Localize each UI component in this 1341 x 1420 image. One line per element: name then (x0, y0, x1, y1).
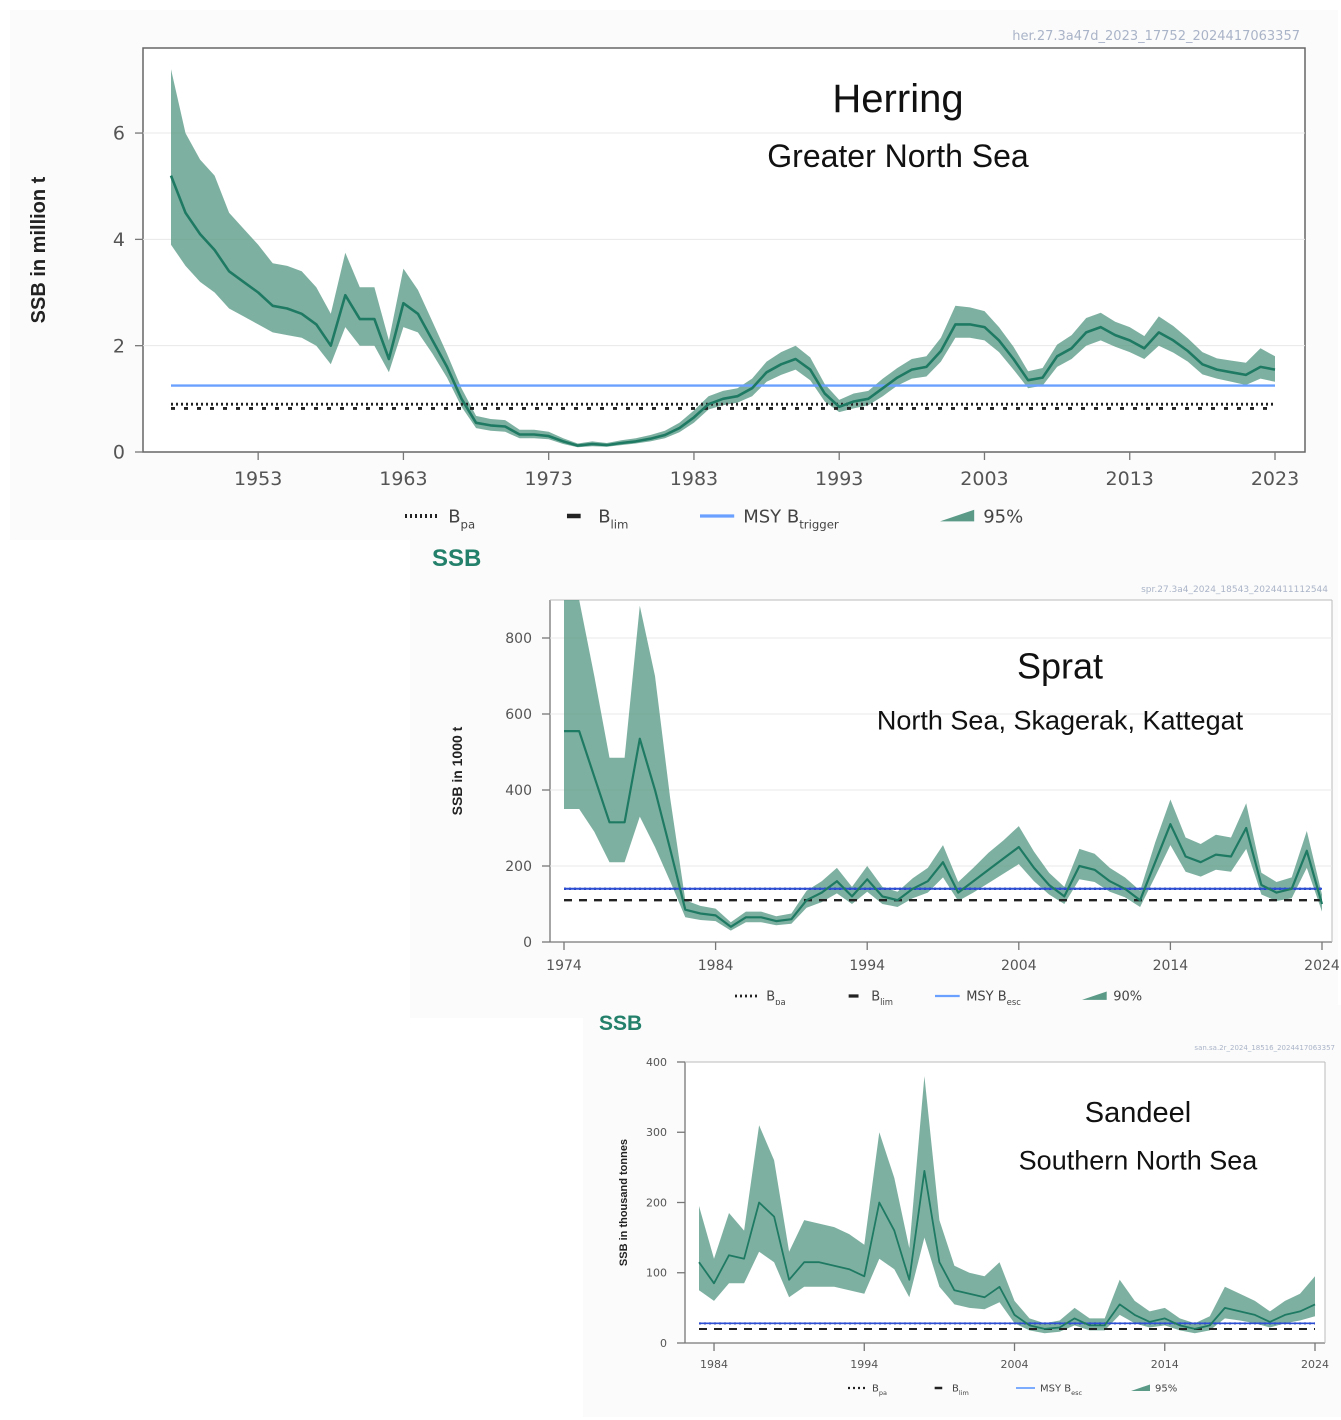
y-tick-label: 0 (113, 442, 125, 464)
chart-subtitle: Southern North Sea (1019, 1145, 1259, 1175)
legend-label: 90% (1113, 990, 1142, 1005)
x-tick-label: 1983 (670, 468, 718, 490)
y-tick-label: 400 (646, 1056, 667, 1069)
herring-chart: 0 2 4 6 1953 1963 1973 1983 1993 2003 2013 2023 SSB … (28, 29, 1306, 532)
sprat-chart: 0 200 400 600 800 1974 1984 1994 2004 2014 2024 SSB… (432, 545, 1340, 1008)
chart-id-stamp: spr.27.3a4_2024_18543_2024411112544 (1141, 585, 1328, 595)
chart-id-stamp: san.sa.2r_2024_18516_2024417063357 (1194, 1044, 1335, 1052)
y-tick-label: 4 (113, 229, 125, 251)
legend-label: Blim (952, 1384, 969, 1398)
legend-label: Blim (871, 990, 893, 1008)
chart-subtitle: Greater North Sea (767, 138, 1029, 174)
legend-label: MSY Besc (966, 990, 1021, 1008)
x-tick-label: 1993 (815, 468, 863, 490)
y-tick-label: 800 (505, 631, 532, 647)
chart-heading: SSB (599, 1012, 642, 1035)
legend-label: 95% (983, 506, 1023, 527)
chart-subtitle: North Sea, Skagerak, Kattegat (877, 705, 1244, 735)
chart-id-stamp: her.27.3a47d_2023_17752_2024417063357 (1012, 29, 1300, 44)
y-tick-label: 0 (660, 1337, 667, 1350)
x-tick-label: 1963 (379, 468, 427, 490)
y-axis-label: SSB in million t (28, 176, 50, 323)
ssb-series-line (698, 1170, 1316, 1330)
legend-label: MSY Besc (1040, 1384, 1083, 1398)
y-tick-label: 100 (646, 1267, 667, 1280)
x-tick-label: 2013 (1106, 468, 1154, 490)
ssb-series-line (564, 730, 1324, 928)
x-tick-label: 1953 (234, 468, 282, 490)
x-tick-label: 2024 (1304, 958, 1340, 974)
y-tick-label: 0 (523, 935, 532, 951)
confidence-band (699, 1076, 1315, 1334)
legend-swatch-band (1131, 1384, 1150, 1391)
legend-label: 95% (1155, 1384, 1177, 1395)
x-tick-label: 2014 (1151, 1358, 1179, 1371)
sprat-chart-panel: 0 200 400 600 800 1974 1984 1994 2004 2014 2024 SSB… (410, 540, 1340, 1018)
y-tick-label: 600 (505, 707, 532, 723)
x-tick-label: 1984 (698, 958, 734, 974)
y-axis-label: SSB in 1000 t (449, 726, 465, 815)
y-tick-label: 6 (113, 123, 125, 145)
legend-label: MSY Btrigger (743, 506, 839, 531)
x-tick-label: 1974 (546, 958, 582, 974)
x-tick-label: 1994 (849, 958, 885, 974)
legend-label: Bpa (448, 506, 475, 531)
chart-title: Sprat (1017, 646, 1103, 687)
y-axis-label: SSB in thousand tonnes (618, 1139, 630, 1266)
x-tick-label: 1973 (525, 468, 573, 490)
legend-swatch-band (940, 509, 975, 522)
y-tick-label: 2 (113, 335, 125, 357)
chart-title: Herring (832, 77, 963, 121)
sandeel-chart: 0 100 200 300 400 1984 1994 2004 2014 2024 SSB in … (599, 1012, 1335, 1398)
x-tick-label: 2004 (1001, 958, 1037, 974)
x-tick-label: 1984 (700, 1358, 728, 1371)
ssb-series-line (169, 175, 1276, 447)
herring-chart-panel: 0 2 4 6 1953 1963 1973 1983 1993 2003 2013 2023 SSB … (10, 10, 1338, 540)
chart-title: Sandeel (1085, 1097, 1191, 1129)
y-tick-label: 400 (505, 783, 532, 799)
x-tick-label: 2023 (1251, 468, 1299, 490)
plot-area (550, 600, 1332, 942)
sandeel-chart-panel: 0 100 200 300 400 1984 1994 2004 2014 2024 SSB in … (583, 1005, 1341, 1417)
y-tick-label: 200 (505, 859, 532, 875)
legend-swatch-band (1082, 991, 1107, 1000)
y-tick-label: 300 (646, 1126, 667, 1139)
legend-label: Bpa (766, 990, 785, 1008)
legend-label: Blim (598, 506, 628, 531)
chart-heading: SSB (432, 545, 481, 572)
y-tick-label: 200 (646, 1196, 667, 1209)
x-tick-label: 2024 (1301, 1358, 1329, 1371)
legend-label: Bpa (872, 1384, 887, 1398)
x-tick-label: 2014 (1153, 958, 1189, 974)
x-tick-label: 2003 (960, 468, 1008, 490)
x-tick-label: 1994 (850, 1358, 878, 1371)
x-tick-label: 2004 (1001, 1358, 1029, 1371)
